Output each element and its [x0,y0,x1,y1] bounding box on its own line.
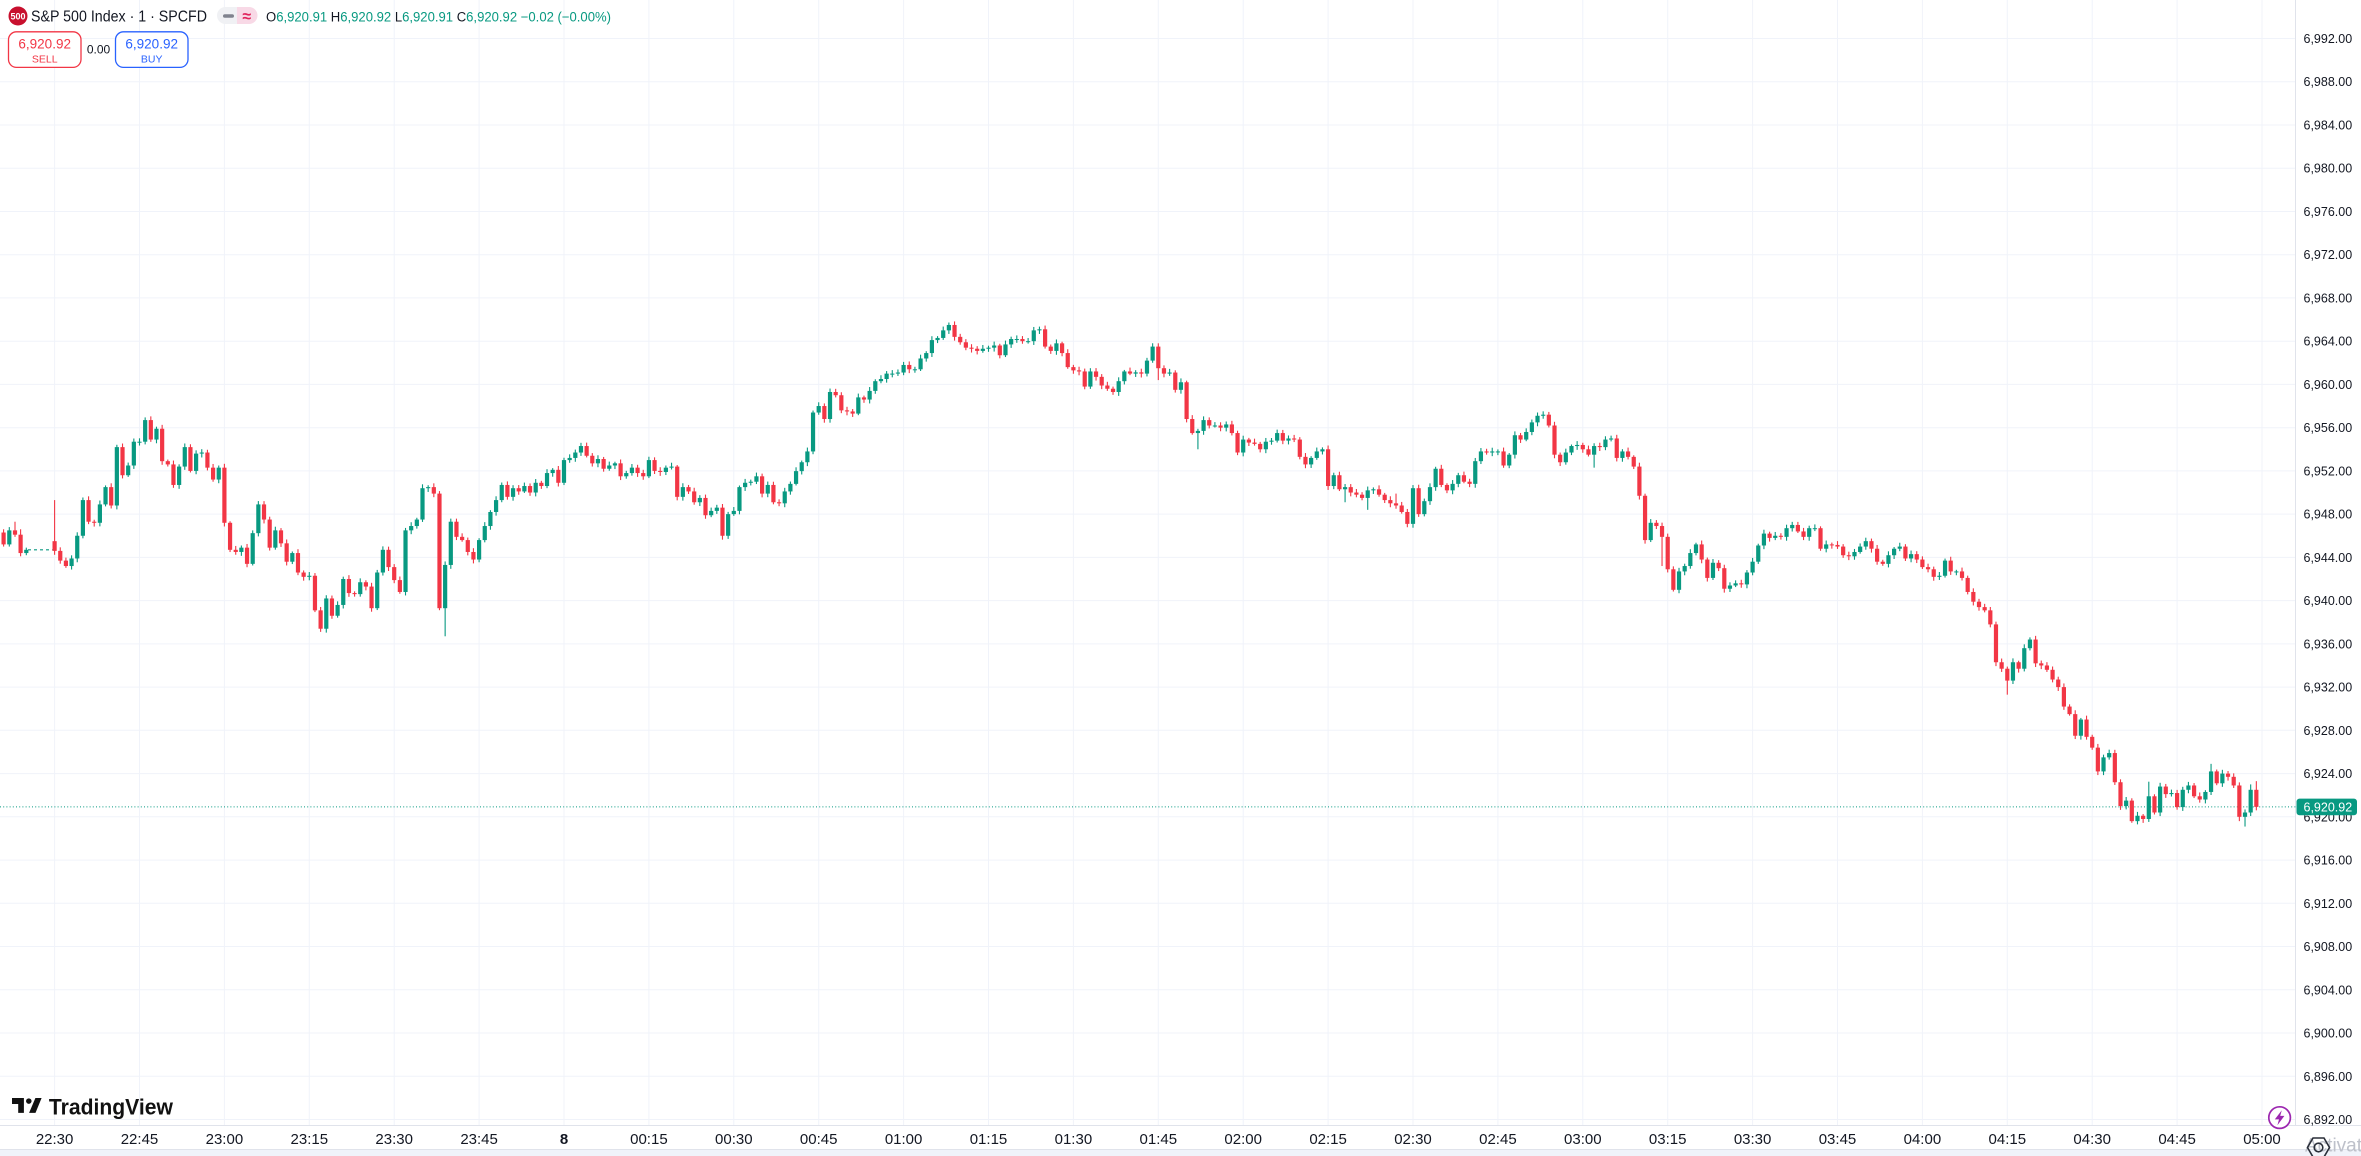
svg-text:02:30: 02:30 [1394,1131,1432,1148]
svg-text:O6,920.91 H6,920.92 L6,920.91: O6,920.91 H6,920.92 L6,920.91 C6,920.92 … [266,10,611,25]
svg-text:S&P 500 Index · 1 · SPCFD: S&P 500 Index · 1 · SPCFD [31,9,207,26]
svg-text:6,980.00: 6,980.00 [2304,162,2353,176]
svg-text:04:15: 04:15 [1989,1131,2027,1148]
svg-text:22:45: 22:45 [121,1131,159,1148]
svg-text:23:15: 23:15 [291,1131,329,1148]
svg-text:03:30: 03:30 [1734,1131,1772,1148]
svg-text:6,912.00: 6,912.00 [2304,897,2353,911]
svg-text:6,940.00: 6,940.00 [2304,594,2353,608]
svg-text:6,952.00: 6,952.00 [2304,464,2353,478]
svg-text:6,988.00: 6,988.00 [2304,75,2353,89]
svg-text:23:45: 23:45 [460,1131,498,1148]
svg-text:TradingView: TradingView [49,1095,173,1120]
svg-text:6,932.00: 6,932.00 [2304,681,2353,695]
svg-text:BUY: BUY [141,54,163,66]
svg-text:6,916.00: 6,916.00 [2304,854,2353,868]
svg-text:05:00: 05:00 [2243,1131,2281,1148]
svg-text:01:15: 01:15 [970,1131,1008,1148]
svg-text:6,964.00: 6,964.00 [2304,335,2353,349]
svg-text:6,928.00: 6,928.00 [2304,724,2353,738]
svg-text:≈: ≈ [242,9,251,26]
svg-text:500: 500 [10,11,25,21]
svg-text:6,896.00: 6,896.00 [2304,1070,2353,1084]
svg-text:0.00: 0.00 [87,43,111,57]
svg-text:00:15: 00:15 [630,1131,668,1148]
svg-text:04:30: 04:30 [2073,1131,2111,1148]
svg-text:22:30: 22:30 [36,1131,74,1148]
svg-text:00:45: 00:45 [800,1131,838,1148]
svg-text:Activate: Activate [2305,1136,2361,1156]
svg-text:01:45: 01:45 [1140,1131,1178,1148]
svg-text:6,924.00: 6,924.00 [2304,767,2353,781]
svg-text:6,908.00: 6,908.00 [2304,940,2353,954]
svg-text:6,956.00: 6,956.00 [2304,421,2353,435]
svg-text:6,948.00: 6,948.00 [2304,508,2353,522]
svg-text:6,920.92: 6,920.92 [18,37,71,52]
svg-text:6,960.00: 6,960.00 [2304,378,2353,392]
svg-text:23:00: 23:00 [206,1131,244,1148]
svg-text:6,976.00: 6,976.00 [2304,205,2353,219]
svg-text:SELL: SELL [32,54,58,66]
svg-text:03:00: 03:00 [1564,1131,1602,1148]
svg-text:6,900.00: 6,900.00 [2304,1027,2353,1041]
svg-text:02:15: 02:15 [1309,1131,1347,1148]
svg-text:6,920.92: 6,920.92 [125,37,178,52]
svg-text:01:30: 01:30 [1055,1131,1093,1148]
svg-text:6,984.00: 6,984.00 [2304,119,2353,133]
svg-text:04:45: 04:45 [2158,1131,2196,1148]
svg-text:03:45: 03:45 [1819,1131,1857,1148]
svg-text:6,904.00: 6,904.00 [2304,983,2353,997]
svg-text:6,968.00: 6,968.00 [2304,291,2353,305]
svg-text:6,972.00: 6,972.00 [2304,248,2353,262]
svg-text:6,944.00: 6,944.00 [2304,551,2353,565]
svg-text:01:00: 01:00 [885,1131,923,1148]
svg-text:02:45: 02:45 [1479,1131,1517,1148]
svg-text:6,920.92: 6,920.92 [2304,800,2353,814]
svg-text:04:00: 04:00 [1904,1131,1942,1148]
svg-text:8: 8 [560,1131,568,1148]
svg-text:6,992.00: 6,992.00 [2304,32,2353,46]
svg-text:02:00: 02:00 [1224,1131,1262,1148]
svg-text:6,936.00: 6,936.00 [2304,637,2353,651]
svg-text:6,892.00: 6,892.00 [2304,1113,2353,1127]
svg-text:23:30: 23:30 [375,1131,413,1148]
svg-text:03:15: 03:15 [1649,1131,1687,1148]
svg-text:00:30: 00:30 [715,1131,753,1148]
